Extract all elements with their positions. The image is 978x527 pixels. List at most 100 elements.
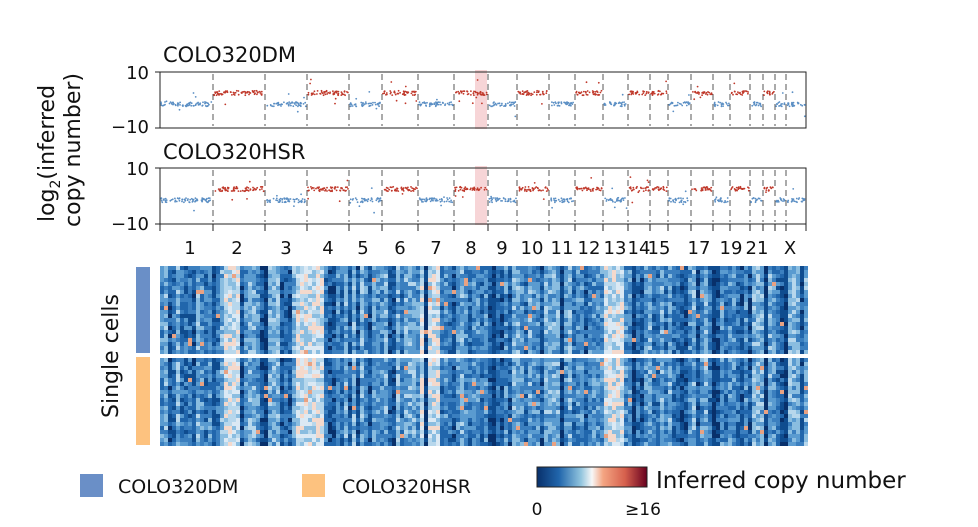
heatmap-cell bbox=[760, 314, 764, 318]
heatmap-cell bbox=[748, 334, 752, 338]
heatmap-cell bbox=[596, 290, 600, 294]
cn-point bbox=[659, 90, 661, 93]
heatmap-cell bbox=[332, 266, 336, 270]
cn-point bbox=[272, 197, 275, 200]
heatmap-cell bbox=[748, 318, 752, 322]
heatmap-cell bbox=[720, 278, 724, 282]
heatmap-cell bbox=[280, 286, 284, 290]
heatmap-cell bbox=[688, 326, 692, 330]
heatmap-cell bbox=[176, 310, 180, 314]
cn-point bbox=[232, 188, 235, 191]
cn-point bbox=[686, 199, 689, 202]
cn-point bbox=[513, 102, 515, 104]
heatmap-cell bbox=[676, 342, 680, 346]
cn-point bbox=[266, 104, 269, 107]
cn-point bbox=[418, 197, 421, 200]
heatmap-cell bbox=[508, 310, 512, 314]
heatmap-cell bbox=[336, 334, 340, 338]
heatmap-cell bbox=[564, 298, 568, 302]
cn-point bbox=[484, 186, 487, 189]
heatmap-cell bbox=[748, 302, 752, 306]
cn-point bbox=[470, 90, 472, 92]
cn-point bbox=[466, 93, 469, 96]
cn-point bbox=[303, 201, 306, 204]
heatmap-cell bbox=[612, 318, 616, 322]
heatmap-cell bbox=[776, 334, 780, 338]
heatmap-cell bbox=[348, 330, 352, 334]
cn-point bbox=[460, 90, 463, 93]
heatmap-cell bbox=[652, 342, 656, 346]
heatmap-cell bbox=[292, 290, 296, 294]
heatmap-cell bbox=[168, 294, 172, 298]
cn-point bbox=[613, 206, 616, 209]
heatmap-cell bbox=[800, 338, 804, 342]
heatmap-cell bbox=[332, 306, 336, 310]
heatmap-cell bbox=[412, 286, 416, 290]
heatmap-cell bbox=[708, 270, 712, 274]
heatmap-cell bbox=[612, 314, 616, 318]
heatmap-cell bbox=[680, 306, 684, 310]
heatmap-cell bbox=[596, 314, 600, 318]
heatmap-cell bbox=[360, 298, 364, 302]
heatmap-cell bbox=[176, 274, 180, 278]
cn-point bbox=[307, 197, 309, 200]
heatmap-cell bbox=[552, 278, 556, 282]
cn-point bbox=[763, 90, 766, 93]
heatmap-cell bbox=[504, 338, 508, 342]
heatmap-cell bbox=[692, 334, 696, 338]
heatmap-cell bbox=[792, 326, 796, 330]
heatmap-cell bbox=[424, 310, 428, 314]
heatmap-cell bbox=[632, 278, 636, 282]
heatmap-cell bbox=[348, 274, 352, 278]
heatmap-cell bbox=[556, 334, 560, 338]
heatmap-cell bbox=[256, 286, 260, 290]
heatmap-cell bbox=[396, 278, 400, 282]
heatmap-cell bbox=[716, 314, 720, 318]
cn-point bbox=[665, 92, 668, 94]
heatmap-cell bbox=[324, 302, 328, 306]
heatmap-cell bbox=[460, 266, 464, 270]
heatmap-cell bbox=[404, 330, 408, 334]
heatmap-cell bbox=[204, 326, 208, 330]
heatmap-cell bbox=[536, 334, 540, 338]
heatmap-cell bbox=[508, 290, 512, 294]
heatmap-cell bbox=[272, 270, 276, 274]
heatmap-cell bbox=[476, 266, 480, 270]
chromosome-label: 13 bbox=[604, 238, 627, 259]
heatmap-cell bbox=[668, 306, 672, 310]
cn-point bbox=[682, 197, 684, 200]
heatmap-cell bbox=[580, 306, 584, 310]
heatmap-cell bbox=[544, 282, 548, 286]
heatmap-cell bbox=[556, 302, 560, 306]
heatmap-cell bbox=[392, 310, 396, 314]
heatmap-cell bbox=[256, 342, 260, 346]
heatmap-cell bbox=[376, 314, 380, 318]
heatmap-cell bbox=[464, 278, 468, 282]
cn-point bbox=[278, 201, 281, 204]
heatmap-cell bbox=[640, 270, 644, 274]
cn-point bbox=[231, 94, 233, 96]
heatmap-cell bbox=[664, 290, 668, 294]
heatmap-cell bbox=[756, 330, 760, 334]
cn-point bbox=[266, 199, 268, 202]
heatmap-cell bbox=[224, 290, 228, 294]
heatmap-cell bbox=[252, 270, 256, 274]
cn-point bbox=[195, 199, 197, 202]
heatmap-cell bbox=[180, 278, 184, 282]
heatmap-cell bbox=[376, 318, 380, 322]
cn-point bbox=[606, 198, 608, 201]
cn-point bbox=[275, 197, 278, 200]
cn-point bbox=[579, 92, 582, 95]
heatmap-cell bbox=[500, 310, 504, 314]
heatmap-cell bbox=[512, 310, 516, 314]
heatmap-cell bbox=[468, 322, 472, 326]
heatmap-cell bbox=[660, 290, 664, 294]
heatmap-cell bbox=[676, 302, 680, 306]
heatmap-cell bbox=[724, 330, 728, 334]
heatmap-cell bbox=[368, 294, 372, 298]
heatmap-cell bbox=[752, 266, 756, 270]
heatmap-cell bbox=[800, 298, 804, 302]
heatmap-cell bbox=[780, 334, 784, 338]
heatmap-cell bbox=[420, 266, 424, 270]
